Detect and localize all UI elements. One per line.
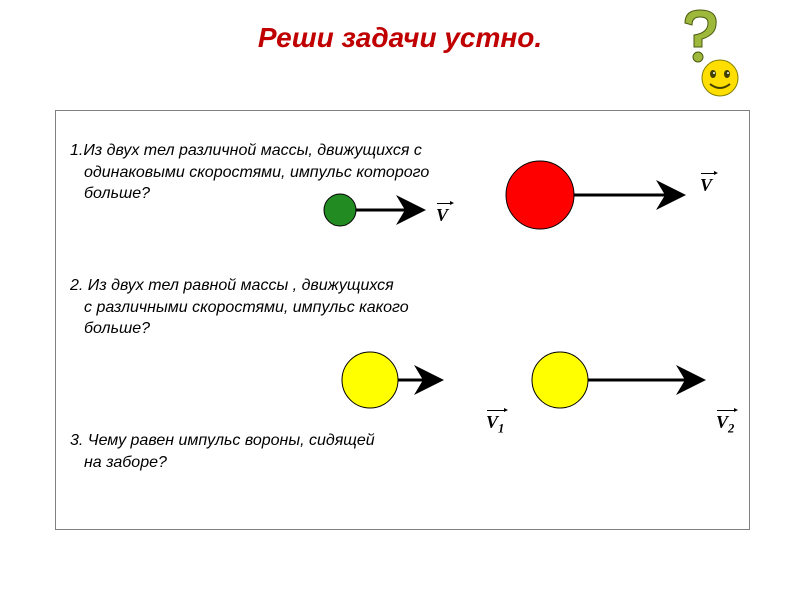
q3-line1: 3. Чему равен импульс вороны, сидящей <box>70 430 375 452</box>
q1-line1: 1.Из двух тел различной массы, движущихс… <box>70 140 429 162</box>
q2-line2: с различными скоростями, импульс какого <box>70 297 409 319</box>
q2-line1: 2. Из двух тел равной массы , движущихся <box>70 275 409 297</box>
question-2: 2. Из двух тел равной массы , движущихся… <box>70 275 409 340</box>
q1-line3: больше? <box>70 183 429 205</box>
q3-line2: на заборе? <box>70 452 375 474</box>
q1-line2: одинаковыми скоростями, импульс которого <box>70 162 429 184</box>
question-1: 1.Из двух тел различной массы, движущихс… <box>70 140 429 205</box>
question-mark-icon <box>670 5 730 65</box>
q2-line3: больше? <box>70 318 409 340</box>
question-3: 3. Чему равен импульс вороны, сидящей на… <box>70 430 375 473</box>
smiley-icon <box>700 58 740 103</box>
